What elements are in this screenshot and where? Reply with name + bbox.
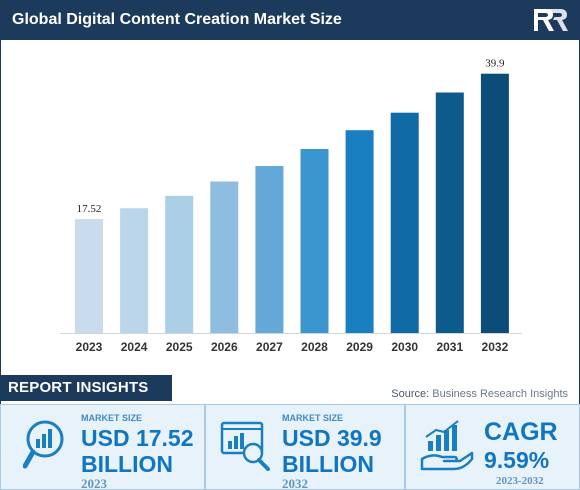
data-label-2032: 39.9 bbox=[485, 58, 505, 70]
tick-label-2028: 2028 bbox=[301, 340, 328, 354]
card-1-unit: BILLION bbox=[81, 451, 173, 477]
tick-label-2024: 2024 bbox=[121, 340, 148, 354]
chart-area: 2023 17.52 2024 2025 2026 2027 2028 2029 2030 203… bbox=[0, 40, 580, 370]
card-2-unit: BILLION bbox=[282, 451, 374, 477]
page-title: Global Digital Content Creation Market S… bbox=[12, 11, 342, 28]
bar-2024 bbox=[120, 208, 149, 333]
tick-label-2023: 2023 bbox=[76, 340, 103, 354]
card-2-year: 2032 bbox=[282, 476, 308, 490]
tick-label-2027: 2027 bbox=[256, 340, 283, 354]
hand-growth-icon bbox=[420, 420, 474, 471]
bar-2023 bbox=[75, 219, 103, 333]
tick-label-2029: 2029 bbox=[346, 340, 373, 354]
source-note: Source: Business Research Insights bbox=[391, 388, 568, 400]
tick-label-2030: 2030 bbox=[391, 340, 418, 354]
tick-label-2025: 2025 bbox=[166, 340, 193, 354]
card-3-title: CAGR bbox=[484, 418, 558, 446]
magnifier-chart-icon bbox=[23, 420, 64, 469]
bar-2031 bbox=[435, 92, 464, 333]
brand-logo-icon bbox=[534, 9, 568, 31]
data-label-2023: 17.52 bbox=[77, 203, 102, 215]
bar-chart: 2023 17.52 2024 2025 2026 2027 2028 2029 2030 203… bbox=[60, 58, 522, 354]
bar-2027 bbox=[255, 166, 284, 333]
cagr-card: CAGR 9.59% 2023-2032 bbox=[405, 404, 580, 490]
card-1-label: MARKET SIZE bbox=[81, 413, 143, 423]
market-size-2032-card: MARKET SIZE USD 39.9 BILLION 2032 bbox=[205, 404, 405, 490]
market-size-2023-card: MARKET SIZE USD 17.52 BILLION 2023 bbox=[0, 404, 205, 490]
header-bar: Global Digital Content Creation Market S… bbox=[0, 0, 580, 40]
monitor-chart-icon bbox=[220, 421, 270, 471]
source-name: Business Research Insights bbox=[432, 388, 568, 400]
card-2-value: USD 39.9 bbox=[282, 425, 382, 451]
tick-label-2026: 2026 bbox=[211, 340, 238, 354]
bar-2029 bbox=[345, 130, 374, 333]
report-insights-title: REPORT INSIGHTS bbox=[8, 379, 149, 396]
card-1-value: USD 17.52 bbox=[81, 425, 194, 451]
card-1-year: 2023 bbox=[81, 476, 107, 490]
bar-2026 bbox=[210, 181, 239, 333]
report-insights-banner: REPORT INSIGHTS bbox=[0, 375, 172, 401]
bar-2025 bbox=[165, 195, 194, 333]
card-3-years: 2023-2032 bbox=[496, 475, 544, 487]
tick-label-2031: 2031 bbox=[436, 340, 463, 354]
source-label: Source: bbox=[391, 388, 430, 400]
card-2-label: MARKET SIZE bbox=[282, 413, 344, 423]
bar-2028 bbox=[300, 149, 329, 333]
tick-label-2032: 2032 bbox=[482, 340, 509, 354]
bar-2030 bbox=[390, 112, 419, 333]
bar-2032 bbox=[480, 73, 509, 333]
card-3-value: 9.59% bbox=[484, 447, 550, 473]
insight-cards: MARKET SIZE USD 17.52 BILLION 2023 MARKE… bbox=[0, 404, 580, 490]
